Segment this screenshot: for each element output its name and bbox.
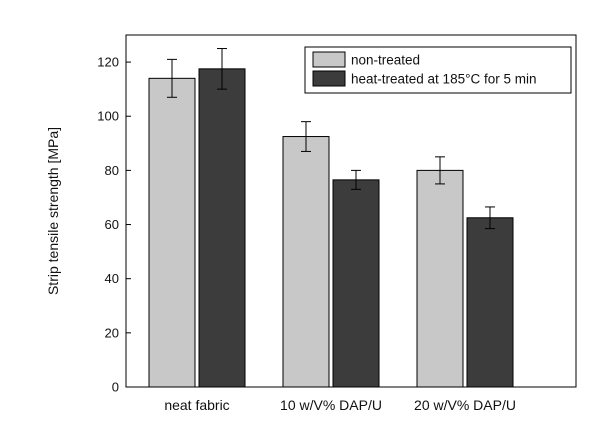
x-axis-tick-labels: neat fabric 10 w/V% DAP/U 20 w/V% DAP/U	[164, 397, 516, 413]
y-tick-label: 0	[112, 380, 119, 395]
bars-group	[148, 68, 514, 388]
error-bars-group	[167, 48, 495, 230]
bar-non-treated	[282, 136, 330, 388]
y-tick-label: 100	[97, 109, 119, 124]
y-tick-label: 20	[105, 325, 119, 340]
bar-non-treated	[148, 77, 196, 388]
y-tick-label: 60	[105, 217, 119, 232]
legend-swatch	[312, 70, 346, 87]
y-tick-label: 80	[105, 163, 119, 178]
y-axis-ticks	[126, 61, 131, 388]
y-axis-tick-labels: 0 20 40 60 80 100 120	[97, 55, 119, 395]
legend-label: heat-treated at 185°C for 5 min	[351, 72, 537, 87]
bar-non-treated	[416, 169, 464, 388]
bar-heat-treated	[466, 217, 514, 388]
y-axis-label: Strip tensile strength [MPa]	[45, 127, 61, 295]
legend-swatch	[312, 51, 346, 68]
legend: non-treated heat-treated at 185°C for 5 m…	[304, 46, 572, 94]
legend-box	[304, 46, 572, 94]
bar-heat-treated	[332, 179, 380, 388]
x-tick-label: 10 w/V% DAP/U	[280, 397, 382, 413]
bar-heat-treated	[198, 68, 246, 388]
y-tick-label: 40	[105, 271, 119, 286]
x-tick-label: 20 w/V% DAP/U	[414, 397, 516, 413]
y-tick-label: 120	[97, 55, 119, 70]
legend-label: non-treated	[351, 53, 420, 68]
x-tick-label: neat fabric	[164, 397, 229, 413]
